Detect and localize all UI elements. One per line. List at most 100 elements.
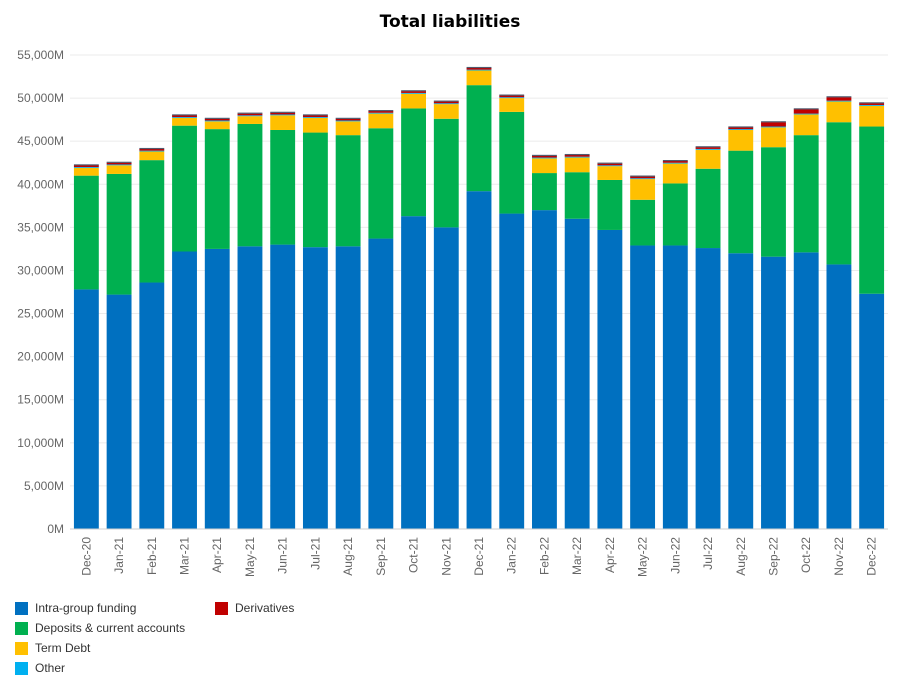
bar-segment[interactable] <box>335 120 361 122</box>
bar-segment[interactable] <box>73 167 99 168</box>
bar-segment[interactable] <box>597 179 623 230</box>
bar-segment[interactable] <box>793 113 819 115</box>
bar-segment[interactable] <box>826 100 852 102</box>
bar-segment[interactable] <box>499 111 525 214</box>
bar-segment[interactable] <box>466 70 492 86</box>
bar-segment[interactable] <box>826 122 852 265</box>
bar-segment[interactable] <box>302 132 328 248</box>
bar-segment[interactable] <box>204 129 230 249</box>
bar-segment[interactable] <box>499 213 525 529</box>
bar-segment[interactable] <box>597 163 623 166</box>
bar-segment[interactable] <box>728 150 754 254</box>
bar-segment[interactable] <box>564 154 590 157</box>
bar-segment[interactable] <box>761 127 786 148</box>
bar-segment[interactable] <box>172 117 197 126</box>
legend-item[interactable]: Other <box>15 658 65 678</box>
bar-segment[interactable] <box>761 122 786 127</box>
bar-segment[interactable] <box>466 67 492 70</box>
legend-item[interactable]: Deposits & current accounts <box>15 618 185 638</box>
bar-segment[interactable] <box>466 69 492 71</box>
bar-segment[interactable] <box>728 129 754 130</box>
bar-segment[interactable] <box>728 127 754 130</box>
bar-segment[interactable] <box>302 117 328 133</box>
bar-segment[interactable] <box>204 121 230 130</box>
bar-segment[interactable] <box>106 165 132 174</box>
bar-segment[interactable] <box>73 289 99 529</box>
bar-segment[interactable] <box>564 218 590 529</box>
bar-segment[interactable] <box>401 93 426 109</box>
bar-segment[interactable] <box>302 247 328 529</box>
bar-segment[interactable] <box>662 183 688 246</box>
bar-segment[interactable] <box>237 115 263 117</box>
bar-segment[interactable] <box>270 129 296 245</box>
bar-segment[interactable] <box>466 85 492 192</box>
bar-segment[interactable] <box>532 155 557 158</box>
bar-segment[interactable] <box>630 179 656 200</box>
bar-segment[interactable] <box>532 157 557 159</box>
bar-segment[interactable] <box>335 246 361 529</box>
bar-segment[interactable] <box>859 103 885 105</box>
bar-segment[interactable] <box>433 101 459 104</box>
bar-segment[interactable] <box>237 123 263 247</box>
bar-segment[interactable] <box>433 227 459 530</box>
bar-segment[interactable] <box>728 253 754 529</box>
bar-segment[interactable] <box>695 148 721 150</box>
bar-segment[interactable] <box>630 245 656 529</box>
bar-segment[interactable] <box>859 293 885 529</box>
bar-segment[interactable] <box>826 97 852 101</box>
bar-segment[interactable] <box>630 176 656 179</box>
bar-segment[interactable] <box>335 135 361 247</box>
bar-segment[interactable] <box>302 115 328 118</box>
bar-segment[interactable] <box>662 162 688 164</box>
bar-segment[interactable] <box>793 109 819 114</box>
bar-segment[interactable] <box>73 165 99 168</box>
bar-segment[interactable] <box>335 118 361 121</box>
bar-segment[interactable] <box>761 256 786 529</box>
bar-segment[interactable] <box>270 112 296 115</box>
bar-segment[interactable] <box>302 117 328 118</box>
bar-segment[interactable] <box>859 126 885 294</box>
bar-segment[interactable] <box>106 162 132 165</box>
bar-segment[interactable] <box>564 157 590 173</box>
bar-segment[interactable] <box>662 161 688 163</box>
bar-segment[interactable] <box>630 178 656 180</box>
bar-segment[interactable] <box>335 121 361 136</box>
bar-segment[interactable] <box>172 117 197 118</box>
legend-item[interactable]: Derivatives <box>215 598 294 618</box>
bar-segment[interactable] <box>793 252 819 530</box>
bar-segment[interactable] <box>728 129 754 151</box>
bar-segment[interactable] <box>368 111 394 113</box>
bar-segment[interactable] <box>532 158 557 174</box>
bar-segment[interactable] <box>73 175 99 290</box>
bar-segment[interactable] <box>695 168 721 249</box>
bar-segment[interactable] <box>564 172 590 219</box>
bar-segment[interactable] <box>237 116 263 124</box>
bar-segment[interactable] <box>695 248 721 530</box>
bar-segment[interactable] <box>368 238 394 529</box>
bar-segment[interactable] <box>532 210 557 529</box>
bar-segment[interactable] <box>695 149 721 169</box>
bar-segment[interactable] <box>433 118 459 228</box>
bar-segment[interactable] <box>761 126 786 128</box>
bar-segment[interactable] <box>204 248 230 529</box>
bar-segment[interactable] <box>368 128 394 239</box>
bar-segment[interactable] <box>139 150 165 152</box>
bar-segment[interactable] <box>172 251 197 530</box>
bar-segment[interactable] <box>826 101 852 123</box>
bar-segment[interactable] <box>597 165 623 167</box>
bar-segment[interactable] <box>630 199 656 246</box>
bar-segment[interactable] <box>401 92 426 94</box>
bar-segment[interactable] <box>270 244 296 529</box>
bar-segment[interactable] <box>662 245 688 529</box>
bar-segment[interactable] <box>859 104 885 106</box>
bar-segment[interactable] <box>368 113 394 129</box>
bar-segment[interactable] <box>270 114 296 116</box>
bar-segment[interactable] <box>433 103 459 105</box>
bar-segment[interactable] <box>270 115 296 130</box>
bar-segment[interactable] <box>106 294 132 529</box>
bar-segment[interactable] <box>597 166 623 180</box>
bar-segment[interactable] <box>401 108 426 217</box>
bar-segment[interactable] <box>532 173 557 211</box>
bar-segment[interactable] <box>662 163 688 184</box>
bar-segment[interactable] <box>368 112 394 114</box>
